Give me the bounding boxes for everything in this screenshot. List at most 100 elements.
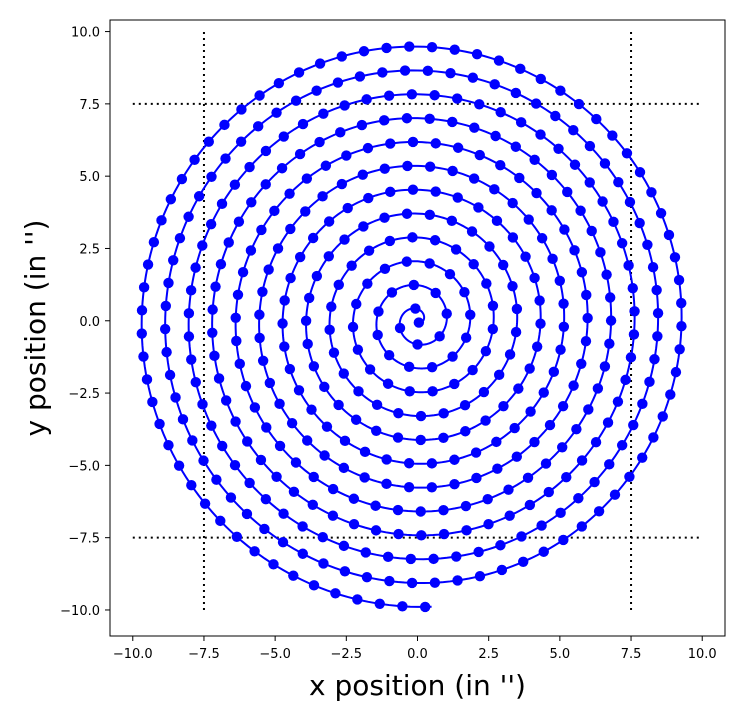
spiral-point (307, 232, 319, 244)
spiral-point (297, 521, 308, 532)
spiral-point (259, 523, 270, 535)
spiral-point (173, 460, 185, 471)
spiral-point (308, 471, 319, 483)
spiral-point (216, 198, 228, 210)
spiral-point (676, 321, 687, 332)
spiral-point (405, 553, 417, 565)
x-tick-label: 0.0 (407, 647, 428, 662)
spiral-point (300, 206, 311, 217)
spiral-point (249, 402, 261, 413)
spiral-point (307, 499, 318, 510)
spiral-point (379, 263, 391, 274)
spiral-point (447, 116, 458, 128)
spiral-point (183, 331, 195, 342)
spiral-point (536, 520, 547, 531)
spiral-point (493, 55, 505, 66)
spiral-point (493, 369, 505, 381)
spiral-point (507, 280, 518, 292)
spiral-point (382, 551, 394, 563)
spiral-point (236, 104, 247, 115)
spiral-point (573, 98, 585, 110)
spiral-point (311, 85, 322, 96)
spiral-point (419, 601, 431, 613)
spiral-point (655, 208, 667, 219)
spiral-point (373, 306, 384, 317)
spiral-point (186, 480, 197, 491)
spiral-point (616, 238, 628, 249)
spiral-point (278, 131, 289, 142)
spiral-point (674, 344, 685, 355)
spiral-point (269, 205, 280, 217)
spiral-point (384, 575, 395, 587)
spiral-point (189, 154, 200, 165)
spiral-point (288, 486, 300, 497)
spiral-point (569, 245, 580, 256)
spiral-point (429, 235, 441, 246)
spiral-point (430, 186, 441, 197)
spiral-point (348, 519, 360, 530)
spiral-point (274, 398, 285, 410)
spiral-point (399, 65, 411, 76)
spiral-point (511, 451, 522, 462)
y-tick-label: −7.5 (68, 532, 100, 547)
spiral-point (147, 396, 158, 408)
spiral-point (350, 414, 362, 425)
y-tick-label: 5.0 (79, 170, 100, 185)
spiral-point (584, 177, 595, 188)
spiral-point (210, 281, 221, 292)
spiral-point (595, 247, 606, 258)
spiral-point (480, 345, 492, 357)
spiral-point (535, 73, 546, 85)
spiral-point (495, 540, 506, 551)
spiral-point (634, 217, 645, 229)
spiral-point (642, 239, 653, 250)
spiral-point (225, 492, 237, 503)
spiral-point (339, 566, 351, 577)
spiral-point (392, 432, 404, 443)
spiral-point (446, 215, 458, 226)
spiral-point (136, 305, 148, 316)
spiral-point (159, 323, 171, 335)
spiral-point (186, 354, 197, 365)
spiral-point (361, 94, 372, 105)
spiral-point (676, 297, 687, 309)
spiral-point (473, 546, 484, 558)
spiral-point (554, 275, 565, 286)
spiral-point (271, 107, 282, 118)
spiral-point (524, 499, 536, 511)
spiral-point (487, 300, 499, 311)
spiral-point (392, 504, 404, 516)
spiral-point (557, 442, 568, 453)
spiral-point (211, 474, 222, 485)
spiral-point (252, 121, 264, 132)
spiral-point (514, 172, 525, 184)
spiral-point (297, 548, 308, 559)
spiral-point (358, 46, 370, 57)
spiral-point (428, 553, 439, 565)
spiral-point (625, 352, 637, 363)
spiral-point (424, 113, 435, 124)
spiral-point (550, 110, 561, 122)
spiral-point (333, 399, 344, 411)
spiral-point (489, 79, 500, 90)
spiral-point (450, 244, 462, 255)
spiral-point (293, 385, 305, 396)
spiral-point (290, 95, 302, 106)
spiral-point (452, 142, 464, 153)
spiral-point (207, 304, 218, 315)
spiral-point (624, 471, 635, 482)
spiral-point (644, 376, 655, 388)
spiral-point (665, 389, 676, 400)
spiral-point (624, 196, 636, 208)
spiral-point (601, 269, 612, 280)
spiral-point (278, 508, 289, 519)
spiral-point (510, 326, 522, 338)
spiral-point (489, 184, 500, 195)
spiral-point (629, 306, 640, 317)
spiral-point (223, 237, 234, 248)
spiral-point (584, 140, 596, 152)
spiral-point (353, 386, 364, 397)
spiral-point (516, 531, 527, 542)
